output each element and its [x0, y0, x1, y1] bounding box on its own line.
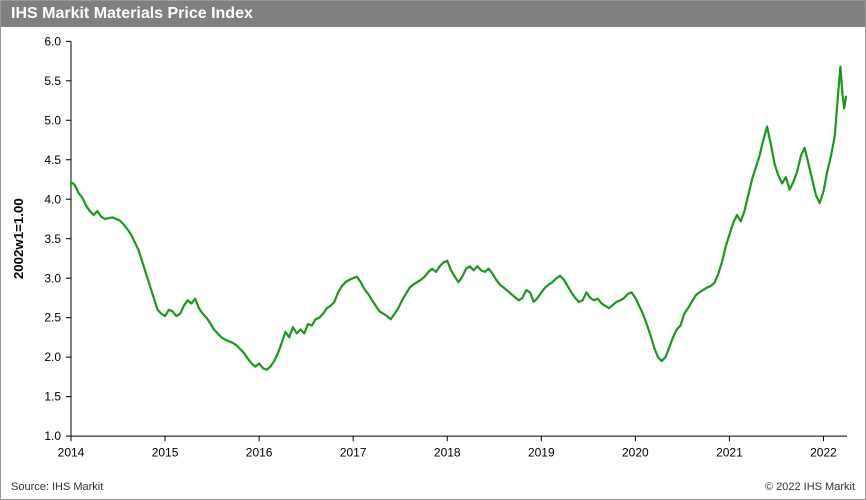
- svg-text:2018: 2018: [434, 445, 461, 459]
- title-bar: IHS Markit Materials Price Index: [1, 1, 865, 27]
- footer: Source: IHS Markit © 2022 IHS Markit: [1, 477, 865, 499]
- svg-text:4.0: 4.0: [44, 192, 61, 206]
- copyright-label: © 2022 IHS Markit: [765, 481, 855, 493]
- svg-text:2002w1=1.00: 2002w1=1.00: [11, 198, 26, 279]
- svg-text:5.0: 5.0: [44, 113, 61, 127]
- chart-container: IHS Markit Materials Price Index 1.0 1.5 2…: [0, 0, 866, 500]
- svg-text:2019: 2019: [528, 445, 555, 459]
- svg-text:2015: 2015: [152, 445, 179, 459]
- svg-text:2021: 2021: [716, 445, 743, 459]
- svg-text:2016: 2016: [246, 445, 273, 459]
- svg-text:1.0: 1.0: [44, 429, 61, 443]
- line-chart-svg: 1.0 1.5 2.0 2.5 3.0 3.5 4.0 4.5 5.0 5.5 6.0 2014 201…: [1, 27, 865, 477]
- svg-text:5.5: 5.5: [44, 74, 61, 88]
- svg-text:2022: 2022: [810, 445, 837, 459]
- svg-text:2014: 2014: [58, 445, 85, 459]
- svg-text:2020: 2020: [622, 445, 649, 459]
- chart-area: 1.0 1.5 2.0 2.5 3.0 3.5 4.0 4.5 5.0 5.5 6.0 2014 201…: [1, 27, 865, 477]
- source-label: Source: IHS Markit: [11, 481, 103, 493]
- svg-text:1.5: 1.5: [44, 390, 61, 404]
- svg-text:3.0: 3.0: [44, 271, 61, 285]
- chart-title: IHS Markit Materials Price Index: [11, 5, 253, 22]
- svg-text:4.5: 4.5: [44, 153, 61, 167]
- svg-text:2.0: 2.0: [44, 350, 61, 364]
- svg-text:3.5: 3.5: [44, 232, 61, 246]
- svg-text:2017: 2017: [340, 445, 367, 459]
- svg-text:6.0: 6.0: [44, 34, 61, 48]
- svg-text:2.5: 2.5: [44, 311, 61, 325]
